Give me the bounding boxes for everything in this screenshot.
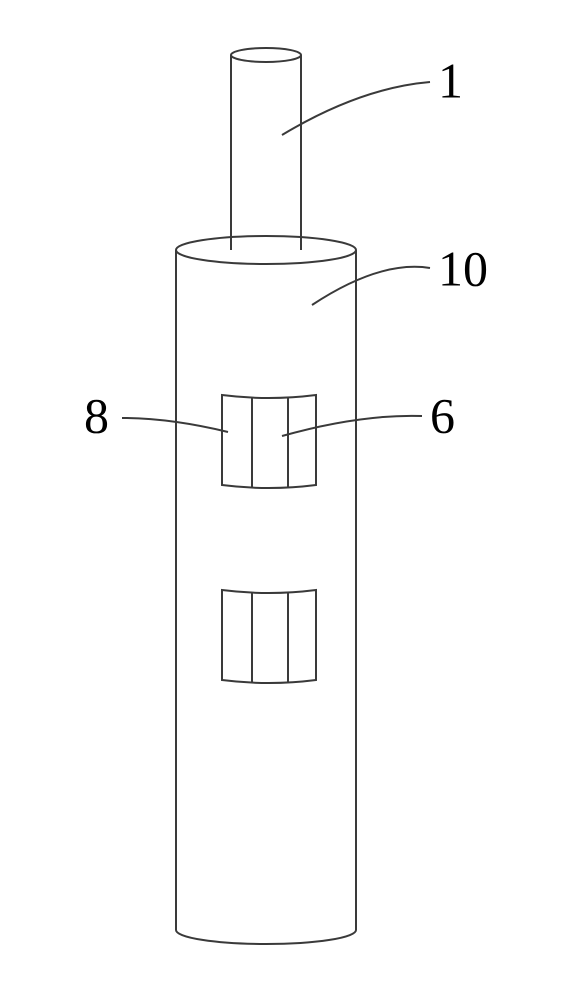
callout-label-6: 6 [430, 388, 455, 444]
window-1-outline [222, 395, 316, 488]
main-cylinder-top-ellipse [176, 236, 356, 264]
callout-label-8: 8 [84, 388, 109, 444]
callout-label-10: 10 [438, 241, 488, 297]
window-2-outline [222, 590, 316, 683]
top-cylinder-top-ellipse [231, 48, 301, 62]
figure-container: 1 10 8 6 [0, 0, 582, 1000]
callout-label-1: 1 [438, 53, 463, 109]
callout-line-6 [282, 416, 422, 436]
callout-line-10 [312, 267, 430, 305]
diagram-svg: 1 10 8 6 [0, 0, 582, 1000]
main-cylinder-bottom-arc [176, 930, 356, 944]
callout-line-1 [282, 82, 430, 135]
